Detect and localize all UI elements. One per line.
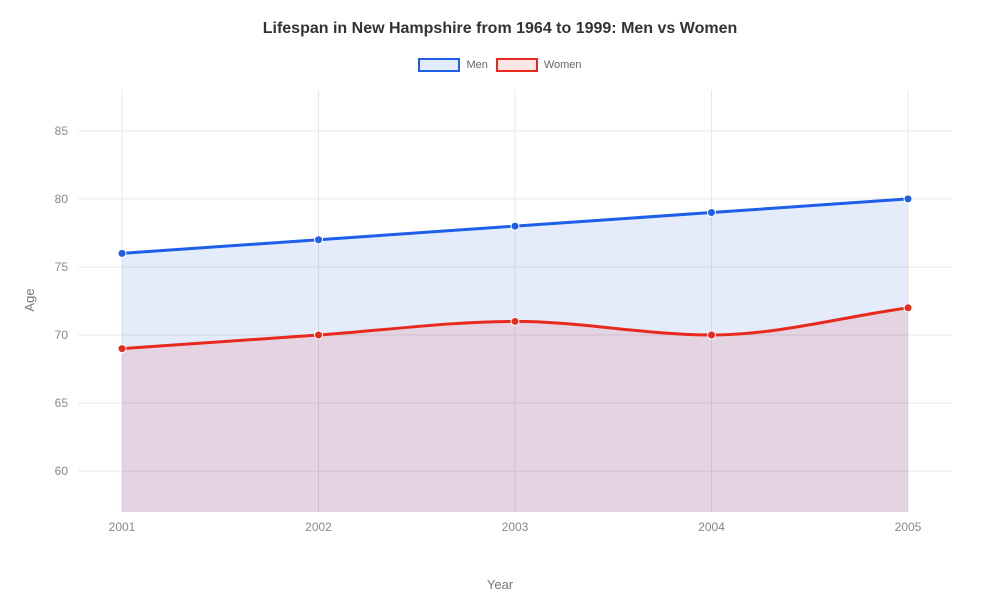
legend-item-women: Women	[496, 58, 582, 72]
y-axis-label: Age	[22, 288, 37, 311]
x-tick-label: 2003	[502, 520, 529, 534]
x-tick-label: 2005	[895, 520, 922, 534]
x-tick-label: 2002	[305, 520, 332, 534]
legend-label-women: Women	[544, 59, 582, 71]
y-tick-label: 60	[55, 464, 68, 478]
y-tick-label: 65	[55, 396, 68, 410]
legend-swatch-men	[418, 58, 460, 72]
x-axis-label: Year	[487, 577, 513, 592]
y-tick-label: 85	[55, 124, 68, 138]
y-tick-label: 70	[55, 328, 68, 342]
chart-title: Lifespan in New Hampshire from 1964 to 1…	[0, 20, 1000, 38]
x-tick-label: 2004	[698, 520, 725, 534]
chart-svg	[78, 90, 952, 512]
plot-area	[78, 90, 952, 512]
legend: Men Women	[0, 58, 1000, 72]
y-tick-label: 75	[55, 260, 68, 274]
y-tick-label: 80	[55, 192, 68, 206]
x-tick-label: 2001	[109, 520, 136, 534]
legend-label-men: Men	[466, 59, 487, 71]
legend-swatch-women	[496, 58, 538, 72]
legend-item-men: Men	[418, 58, 487, 72]
chart-container: Lifespan in New Hampshire from 1964 to 1…	[0, 0, 1000, 600]
